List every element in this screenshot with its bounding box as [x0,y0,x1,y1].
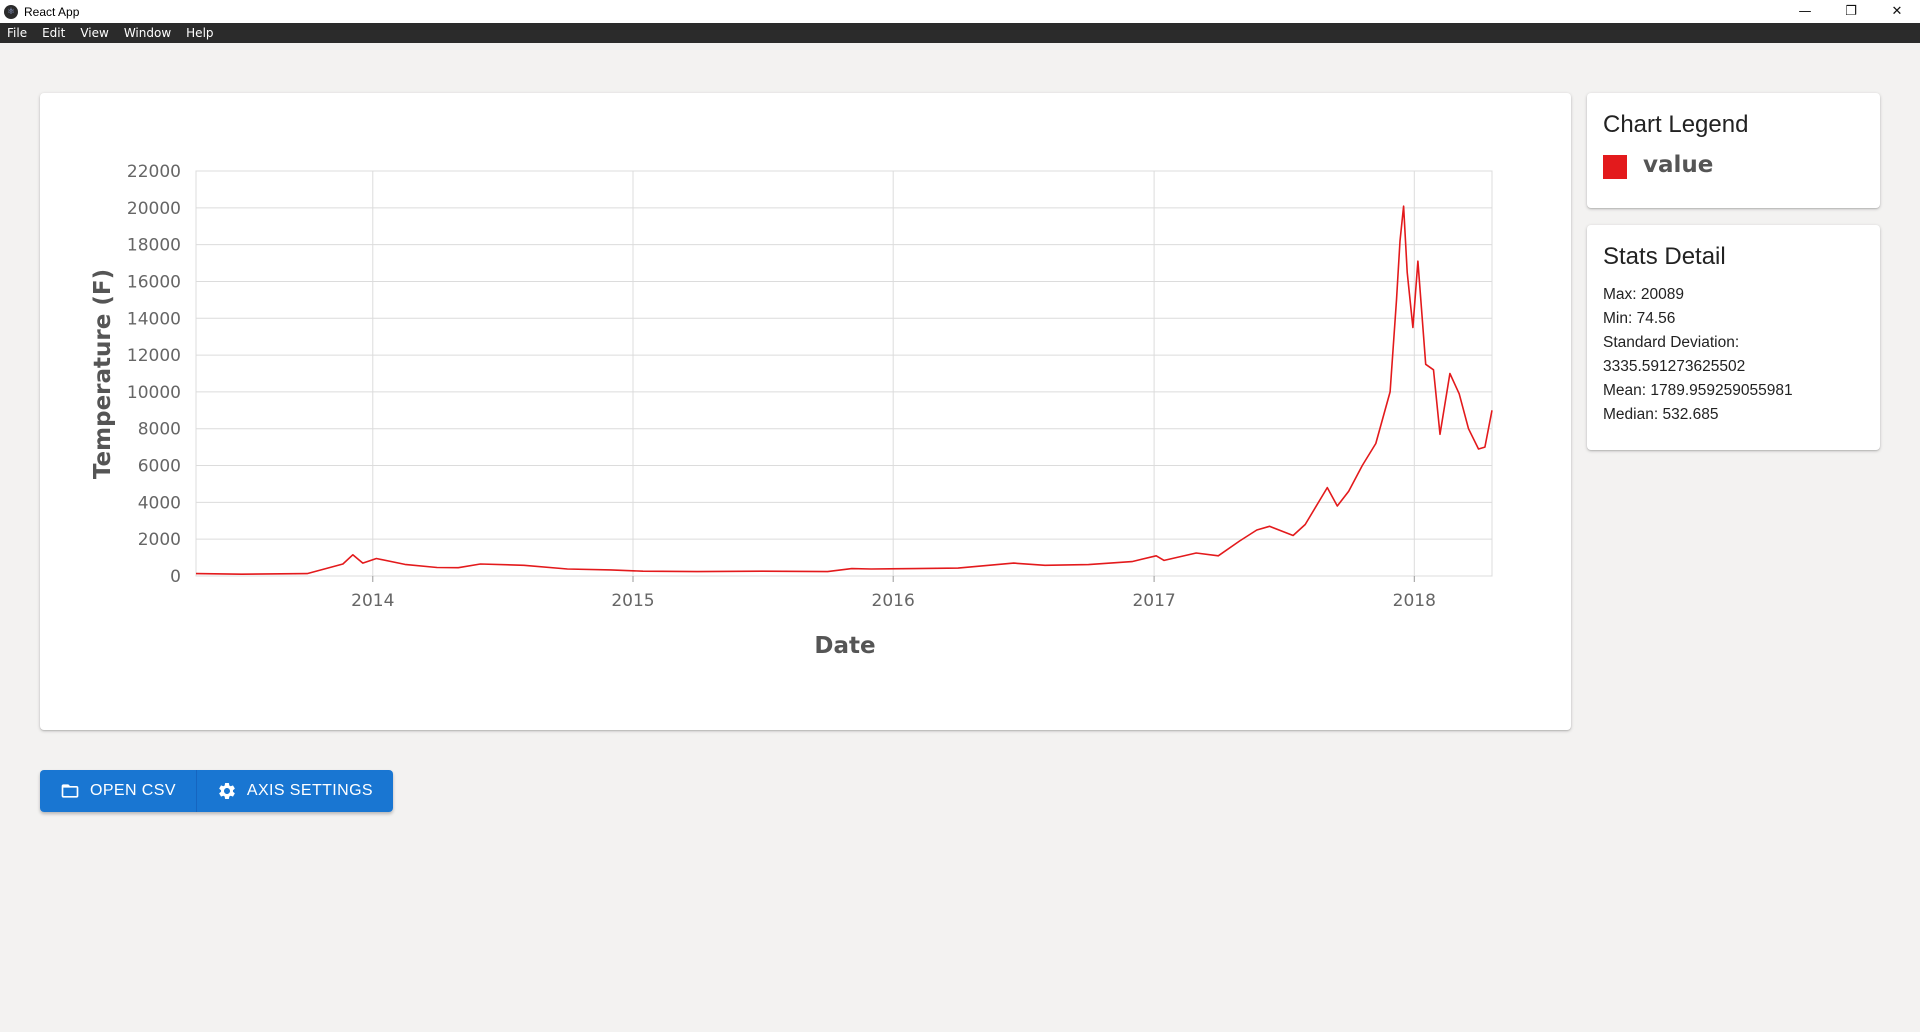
y-tick-label: 14000 [127,309,181,329]
y-tick-label: 10000 [127,383,181,403]
menu-file[interactable]: File [7,26,28,40]
x-axis-ticks: 2014 2015 2016 2017 2018 [351,591,1436,611]
stat-std-value: 3335.591273625502 [1603,358,1746,375]
x-tick-label: 2017 [1132,591,1175,611]
stat-mean: Mean: 1789.959259055981 [1603,382,1793,399]
folder-icon [60,781,80,801]
stat-median: Median: 532.685 [1603,406,1719,423]
y-tick-label: 2000 [138,530,181,550]
y-tick-label: 16000 [127,272,181,292]
menu-window[interactable]: Window [123,26,172,40]
menu-help[interactable]: Help [186,26,214,40]
y-axis-label: Temperature (F) [90,269,116,479]
menu-bar: File Edit View Window Help [0,23,1920,43]
open-csv-button[interactable]: OPEN CSV [40,770,196,812]
y-tick-label: 6000 [138,457,181,477]
chart-legend-card: Chart Legend value [1587,93,1880,208]
stats-title: Stats Detail [1603,243,1726,270]
stats-list: Max: 20089 Min: 74.56 Standard Deviation… [1603,283,1868,427]
chart-card: 0 2000 4000 6000 8000 10000 12000 14000 16000 180… [40,93,1571,730]
stat-min: Min: 74.56 [1603,310,1676,327]
series-line-value [195,205,1493,575]
x-tick-label: 2015 [611,591,654,611]
gear-icon [217,781,237,801]
stat-std-label: Standard Deviation: [1603,334,1740,351]
window-title-bar: ⚛ React App — ❐ ✕ [0,0,1920,23]
close-button[interactable]: ✕ [1891,4,1903,19]
y-tick-label: 12000 [127,346,181,366]
action-button-group: OPEN CSV AXIS SETTINGS [40,770,394,812]
y-tick-label: 8000 [138,420,181,440]
y-tick-label: 22000 [127,162,181,182]
chart-grid [195,170,1493,582]
react-logo-icon: ⚛ [4,4,18,19]
x-tick-label: 2014 [351,591,394,611]
menu-view[interactable]: View [80,26,109,40]
legend-title: Chart Legend [1603,111,1749,138]
plot-area-border [195,170,1493,577]
minimize-button[interactable]: — [1798,4,1812,19]
x-tick-label: 2018 [1393,591,1436,611]
menu-edit[interactable]: Edit [42,26,66,40]
legend-item-label: value [1643,152,1714,178]
y-axis-ticks: 0 2000 4000 6000 8000 10000 12000 14000 16000 180… [127,162,181,587]
axis-settings-label: AXIS SETTINGS [246,782,374,799]
stat-max: Max: 20089 [1603,286,1684,303]
open-csv-label: OPEN CSV [90,782,176,799]
axis-settings-button[interactable]: AXIS SETTINGS [195,770,394,812]
restore-button[interactable]: ❐ [1845,4,1857,19]
y-tick-label: 18000 [127,236,181,256]
x-axis-label: Date [814,633,875,659]
y-tick-label: 20000 [127,199,181,219]
stats-detail-card: Stats Detail Max: 20089 Min: 74.56 Stand… [1587,225,1880,450]
legend-color-swatch [1603,155,1627,179]
window-title: React App [24,4,80,19]
y-tick-label: 0 [170,567,181,587]
x-tick-label: 2016 [872,591,915,611]
line-chart: 0 2000 4000 6000 8000 10000 12000 14000 16000 180… [90,162,1493,659]
window-controls: — ❐ ✕ [1782,0,1920,23]
y-tick-label: 4000 [138,493,181,513]
